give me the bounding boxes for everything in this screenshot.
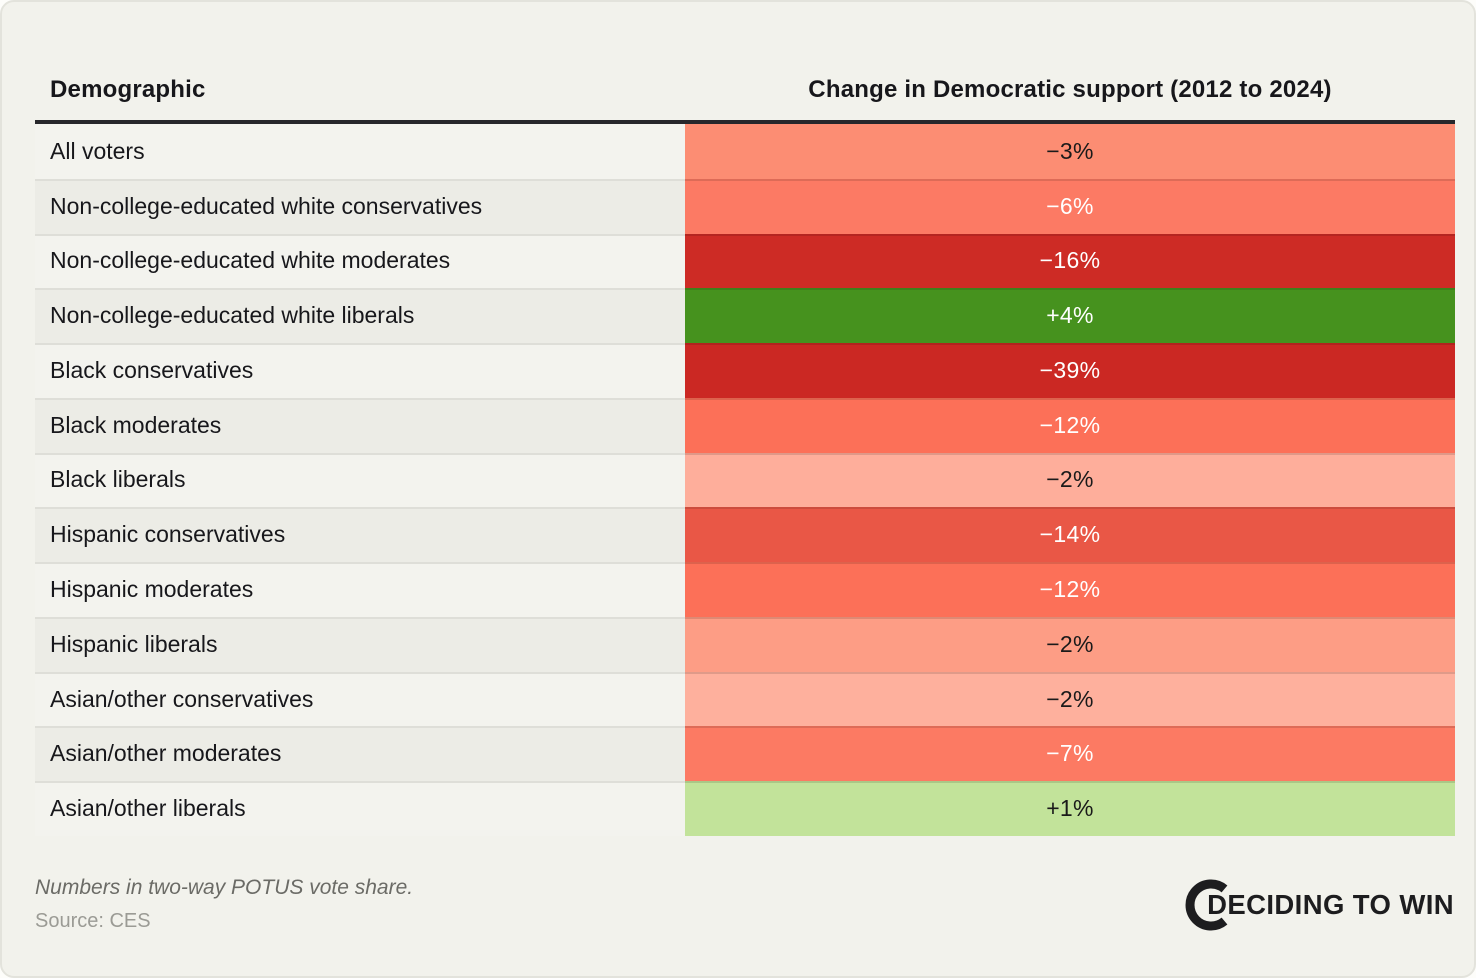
row-label: All voters (35, 124, 685, 179)
row-value: +1% (685, 781, 1455, 836)
footer: Numbers in two-way POTUS vote share. Sou… (35, 876, 1454, 933)
row-value: −39% (685, 343, 1455, 398)
row-value: −2% (685, 452, 1455, 508)
column-header-change: Change in Democratic support (2012 to 20… (808, 76, 1332, 103)
row-value: −6% (685, 178, 1455, 234)
row-label: Hispanic liberals (35, 616, 685, 672)
row-value: −12% (685, 562, 1455, 617)
table-row: Black moderates −12% (35, 397, 1455, 453)
table-row: Asian/other liberals +1% (35, 781, 1455, 836)
row-value: −3% (685, 124, 1455, 179)
row-label: Hispanic conservatives (35, 507, 685, 563)
row-label: Black liberals (35, 452, 685, 508)
table-row: Asian/other moderates −7% (35, 726, 1455, 782)
row-value: −2% (685, 671, 1455, 727)
c-circle-icon (1185, 879, 1237, 931)
table-row: All voters −3% (35, 124, 1455, 179)
table-row: Hispanic liberals −2% (35, 616, 1455, 672)
row-value: −14% (685, 507, 1455, 563)
table-row: Non-college-educated white moderates −16… (35, 233, 1455, 289)
row-value: −2% (685, 616, 1455, 672)
table-header-row: Demographic Change in Democratic support… (35, 60, 1455, 124)
row-label: Non-college-educated white liberals (35, 288, 685, 344)
row-label: Black conservatives (35, 343, 685, 398)
row-label: Asian/other moderates (35, 726, 685, 782)
table-row: Non-college-educated white liberals +4% (35, 288, 1455, 344)
demographics-table: Demographic Change in Democratic support… (35, 60, 1455, 836)
column-header-demographic: Demographic (50, 76, 206, 103)
row-label: Hispanic moderates (35, 562, 685, 617)
deciding-to-win-logo: DECIDING TO WIN (1185, 879, 1454, 931)
table-row: Asian/other conservatives −2% (35, 671, 1455, 727)
row-value: −7% (685, 726, 1455, 782)
row-label: Non-college-educated white moderates (35, 233, 685, 289)
footnote: Numbers in two-way POTUS vote share. (35, 875, 414, 899)
row-label: Black moderates (35, 397, 685, 453)
table-row: Non-college-educated white conservatives… (35, 178, 1455, 234)
table-row: Black liberals −2% (35, 452, 1455, 508)
table-row: Hispanic moderates −12% (35, 562, 1455, 617)
table-row: Hispanic conservatives −14% (35, 507, 1455, 563)
row-label: Non-college-educated white conservatives (35, 178, 685, 234)
logo-wordmark: DECIDING TO WIN (1207, 888, 1454, 920)
row-value: +4% (685, 288, 1455, 344)
row-label: Asian/other liberals (35, 781, 685, 836)
footer-notes: Numbers in two-way POTUS vote share. Sou… (35, 876, 413, 933)
row-value: −12% (685, 397, 1455, 453)
table-body: All voters −3% Non-college-educated whit… (35, 124, 1455, 836)
row-value: −16% (685, 233, 1455, 289)
row-label: Asian/other conservatives (35, 671, 685, 727)
source-line: Source: CES (35, 909, 151, 932)
table-row: Black conservatives −39% (35, 343, 1455, 398)
